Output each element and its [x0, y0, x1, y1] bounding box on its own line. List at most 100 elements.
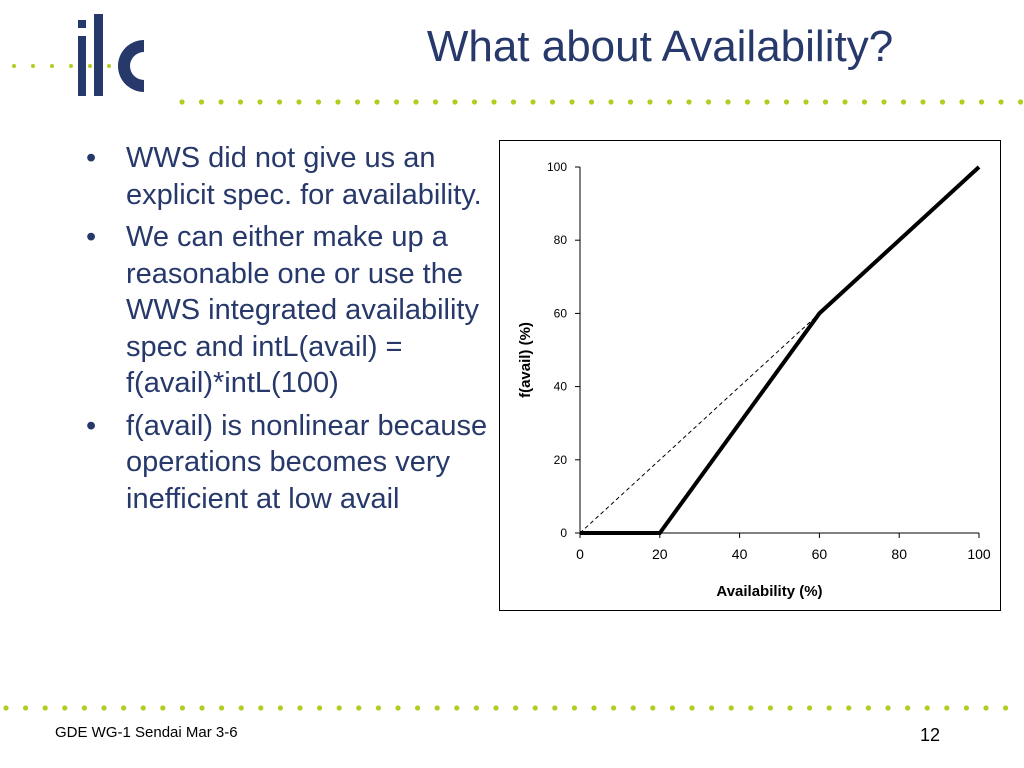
- divider-dot: [140, 705, 146, 711]
- divider-dot: [276, 99, 283, 105]
- divider-dot: [666, 99, 673, 105]
- divider-dot: [42, 705, 48, 711]
- divider-dot: [530, 99, 536, 105]
- logo-dot-trail: [12, 64, 111, 68]
- divider-dot: [277, 705, 283, 711]
- divider-dot: [905, 705, 911, 711]
- divider-dot: [588, 99, 595, 105]
- divider-dot: [493, 705, 499, 711]
- divider-dot: [748, 705, 754, 711]
- divider-dot: [62, 705, 68, 711]
- y-tick-label: 40: [554, 380, 568, 394]
- divider-dot: [356, 705, 362, 711]
- divider-dot: [744, 99, 751, 105]
- reference-line-dashed: [579, 313, 820, 534]
- divider-dot: [395, 705, 401, 711]
- divider-dot: [885, 705, 891, 711]
- divider-dot: [257, 99, 263, 105]
- divider-dot: [491, 99, 497, 105]
- divider-dot: [219, 705, 225, 711]
- divider-dot: [237, 99, 244, 105]
- divider-dot: [924, 705, 930, 711]
- logo-dot: [88, 64, 92, 68]
- bullet-item-1: WWS did not give us an explicit spec. fo…: [82, 140, 502, 213]
- divider-dot: [434, 705, 440, 711]
- divider-dot: [3, 705, 9, 711]
- divider-dot: [569, 99, 575, 105]
- divider-dot: [728, 705, 734, 711]
- divider-dot: [900, 99, 907, 105]
- divider-dot: [413, 99, 419, 105]
- divider-dot: [198, 99, 205, 105]
- x-tick-label: 0: [576, 546, 584, 562]
- divider-dot: [686, 99, 692, 105]
- divider-dot: [415, 705, 421, 711]
- divider-dot: [23, 705, 29, 711]
- x-tick-label: 60: [812, 546, 828, 562]
- divider-dot: [822, 99, 829, 105]
- divider-dot: [317, 705, 323, 711]
- divider-dot: [510, 99, 517, 105]
- divider-dot: [689, 705, 695, 711]
- slide-title: What about Availability?: [426, 22, 894, 71]
- divider-dot: [627, 99, 634, 105]
- divider-dot: [846, 705, 852, 711]
- divider-dot: [1003, 705, 1009, 711]
- footer-text: GDE WG-1 Sendai Mar 3-6: [55, 724, 238, 741]
- divider-dot: [218, 99, 224, 105]
- x-tick-label: 20: [652, 546, 668, 562]
- divider-dot: [199, 705, 205, 711]
- x-axis-label: Availability (%): [716, 583, 822, 600]
- divider-dot: [297, 705, 303, 711]
- divider-dot: [238, 705, 244, 711]
- divider-dot: [571, 705, 578, 711]
- divider-dot: [393, 99, 400, 105]
- divider-dot: [998, 99, 1004, 105]
- divider-dot: [807, 705, 813, 711]
- divider-dot: [315, 99, 322, 105]
- divider-dot: [611, 705, 617, 711]
- divider-dot: [354, 99, 361, 105]
- y-tick-label: 60: [554, 306, 568, 320]
- divider-dot: [513, 705, 519, 711]
- x-tick-label: 100: [967, 546, 991, 562]
- logo-dot: [31, 64, 35, 68]
- divider-dot: [101, 705, 107, 711]
- divider-dot: [920, 99, 926, 105]
- x-tick-label: 40: [732, 546, 748, 562]
- divider-dot: [160, 705, 166, 711]
- divider-dot: [471, 99, 478, 105]
- divider-dot: [725, 99, 731, 105]
- divider-dot: [335, 99, 341, 105]
- divider-dot: [978, 99, 985, 105]
- divider-dot: [669, 705, 676, 711]
- divider-dot: [842, 99, 848, 105]
- bottom-dotted-divider: [3, 705, 1009, 711]
- divider-dot: [865, 705, 872, 711]
- y-tick-label: 100: [547, 160, 567, 174]
- y-tick-label: 0: [560, 526, 567, 540]
- x-tick-label: 80: [891, 546, 907, 562]
- divider-dot: [81, 705, 87, 711]
- divider-dot: [375, 705, 381, 711]
- logo-dot: [69, 64, 73, 68]
- logo-dot: [50, 64, 54, 68]
- divider-dot: [826, 705, 832, 711]
- logo-dot: [107, 64, 111, 68]
- divider-dot: [1017, 99, 1024, 105]
- top-dotted-divider: [179, 99, 1024, 105]
- divider-dot: [983, 705, 989, 711]
- divider-dot: [591, 705, 597, 711]
- y-tick-label: 80: [554, 233, 568, 247]
- divider-dot: [121, 705, 127, 711]
- divider-dot: [473, 705, 479, 711]
- page-number: 12: [919, 725, 940, 745]
- ilc-logo-icon: [78, 14, 144, 96]
- divider-dot: [764, 99, 770, 105]
- divider-dot: [532, 705, 538, 711]
- divider-dot: [944, 705, 950, 711]
- y-tick-label: 20: [554, 453, 568, 467]
- divider-dot: [296, 99, 302, 105]
- divider-dot: [963, 705, 970, 711]
- divider-dot: [705, 99, 712, 105]
